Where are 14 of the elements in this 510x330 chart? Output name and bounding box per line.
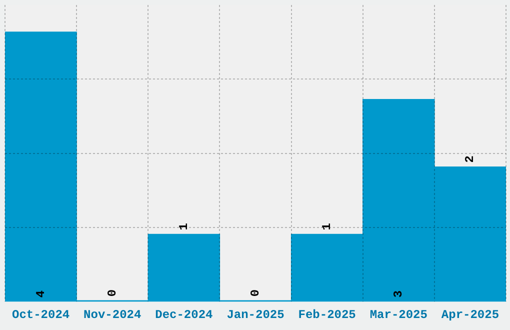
data-label: 1 bbox=[176, 222, 191, 230]
x-tick-label: Apr-2025 bbox=[441, 308, 500, 322]
x-tick-label: Mar-2025 bbox=[370, 308, 428, 322]
x-tick-label: Nov-2024 bbox=[84, 308, 142, 322]
data-label: 0 bbox=[248, 289, 263, 297]
data-label: 3 bbox=[392, 290, 406, 298]
data-label: 0 bbox=[105, 289, 120, 297]
x-tick-label: Oct-2024 bbox=[12, 308, 70, 322]
x-tick-label: Dec-2024 bbox=[155, 308, 213, 322]
x-tick-label: Feb-2025 bbox=[298, 308, 356, 322]
data-label: 1 bbox=[320, 222, 334, 230]
x-tick-label: Jan-2025 bbox=[226, 308, 284, 322]
data-label: 2 bbox=[463, 156, 478, 163]
data-label: 4 bbox=[34, 290, 48, 298]
